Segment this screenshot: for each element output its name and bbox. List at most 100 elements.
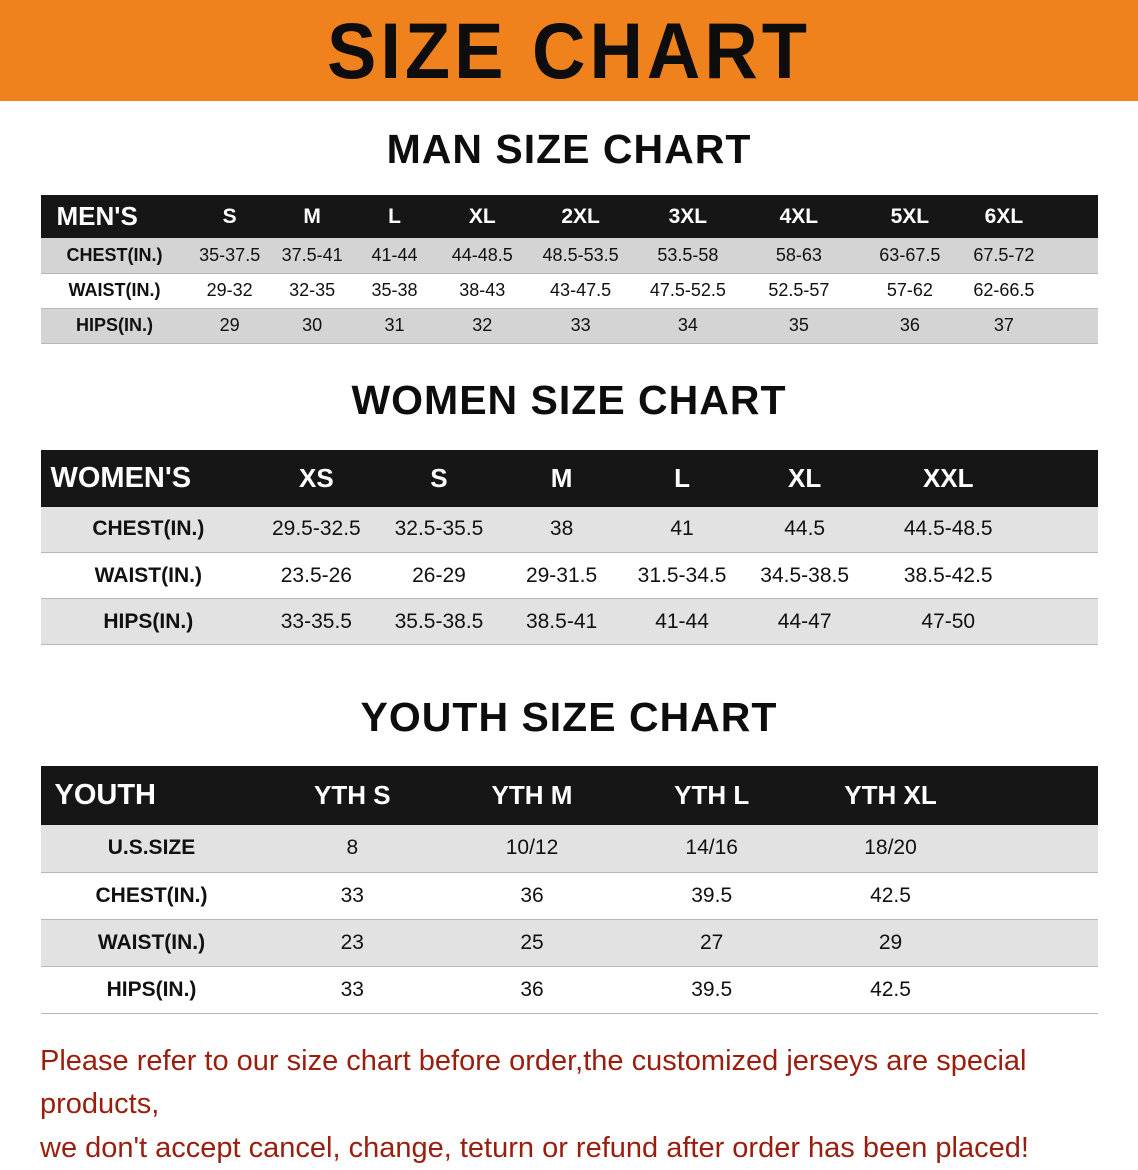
measurement-label: WAIST(IN.) [41, 553, 257, 599]
size-value: 53.5-58 [632, 238, 743, 273]
men-table-title: MEN'S [41, 195, 189, 238]
size-value: 33-35.5 [256, 599, 376, 645]
youth-size-column-header: YTH XL [802, 766, 1098, 825]
women-size-column-header: S [377, 450, 502, 507]
size-value: 67.5-72 [965, 238, 1097, 273]
measurement-label: CHEST(IN.) [41, 238, 189, 273]
order-disclaimer: Please refer to our size chart before or… [40, 1040, 1098, 1170]
size-value: 27 [622, 919, 802, 966]
youth-size-column-header: YTH S [262, 766, 442, 825]
size-value: 39.5 [622, 966, 802, 1013]
size-value: 41 [622, 507, 742, 553]
youth-size-column-header: YTH L [622, 766, 802, 825]
size-value: 35-38 [353, 273, 435, 308]
youth-size-column-header: YTH M [442, 766, 622, 825]
size-value: 35.5-38.5 [377, 599, 502, 645]
women-section-heading: WOMEN SIZE CHART [0, 344, 1138, 450]
men-size-column-header: 3XL [632, 195, 743, 238]
size-value: 36 [442, 966, 622, 1013]
size-value: 57-62 [854, 273, 965, 308]
men-size-column-header: L [353, 195, 435, 238]
size-value: 37.5-41 [271, 238, 353, 273]
size-value: 63-67.5 [854, 238, 965, 273]
size-value: 25 [442, 919, 622, 966]
measurement-label: WAIST(IN.) [41, 273, 189, 308]
size-value: 33 [262, 872, 442, 919]
size-value: 42.5 [802, 872, 1098, 919]
men-size-column-header: XL [436, 195, 529, 238]
size-value: 23 [262, 919, 442, 966]
size-value: 42.5 [802, 966, 1098, 1013]
size-value: 39.5 [622, 872, 802, 919]
size-value: 36 [442, 872, 622, 919]
size-value: 10/12 [442, 825, 622, 872]
size-value: 18/20 [802, 825, 1098, 872]
page-title: SIZE CHART [327, 5, 811, 96]
men-size-column-header: 2XL [529, 195, 633, 238]
measurement-label: HIPS(IN.) [41, 966, 263, 1013]
men-size-column-header: 6XL [965, 195, 1097, 238]
size-value: 29-31.5 [501, 553, 621, 599]
size-value: 47-50 [867, 599, 1097, 645]
size-value: 52.5-57 [743, 273, 854, 308]
size-value: 37 [965, 308, 1097, 343]
size-value: 32 [436, 308, 529, 343]
men-size-column-header: S [188, 195, 270, 238]
men-size-column-header: M [271, 195, 353, 238]
measurement-label: CHEST(IN.) [41, 507, 257, 553]
disclaimer-line-2: we don't accept cancel, change, teturn o… [40, 1127, 1098, 1170]
measurement-label: U.S.SIZE [41, 825, 263, 872]
size-value: 31.5-34.5 [622, 553, 742, 599]
size-value: 23.5-26 [256, 553, 376, 599]
size-value: 34 [632, 308, 743, 343]
size-value: 36 [854, 308, 965, 343]
measurement-label: HIPS(IN.) [41, 308, 189, 343]
size-value: 47.5-52.5 [632, 273, 743, 308]
title-banner: SIZE CHART [0, 0, 1138, 101]
men-section-heading: MAN SIZE CHART [0, 101, 1138, 195]
women-size-column-header: L [622, 450, 742, 507]
size-value: 41-44 [353, 238, 435, 273]
women-size-column-header: M [501, 450, 621, 507]
size-value: 31 [353, 308, 435, 343]
size-value: 14/16 [622, 825, 802, 872]
size-value: 41-44 [622, 599, 742, 645]
size-value: 29 [802, 919, 1098, 966]
size-value: 29 [188, 308, 270, 343]
size-value: 35-37.5 [188, 238, 270, 273]
youth-section-heading: YOUTH SIZE CHART [0, 645, 1138, 766]
size-value: 8 [262, 825, 442, 872]
men-size-column-header: 4XL [743, 195, 854, 238]
size-value: 33 [262, 966, 442, 1013]
size-value: 30 [271, 308, 353, 343]
size-value: 29.5-32.5 [256, 507, 376, 553]
measurement-label: CHEST(IN.) [41, 872, 263, 919]
women-size-column-header: XXL [867, 450, 1097, 507]
size-value: 33 [529, 308, 633, 343]
size-value: 58-63 [743, 238, 854, 273]
measurement-label: WAIST(IN.) [41, 919, 263, 966]
size-value: 38-43 [436, 273, 529, 308]
size-value: 32-35 [271, 273, 353, 308]
disclaimer-line-1: Please refer to our size chart before or… [40, 1040, 1098, 1127]
size-value: 44.5-48.5 [867, 507, 1097, 553]
size-value: 32.5-35.5 [377, 507, 502, 553]
size-value: 38.5-42.5 [867, 553, 1097, 599]
size-value: 62-66.5 [965, 273, 1097, 308]
size-value: 44-48.5 [436, 238, 529, 273]
size-value: 29-32 [188, 273, 270, 308]
